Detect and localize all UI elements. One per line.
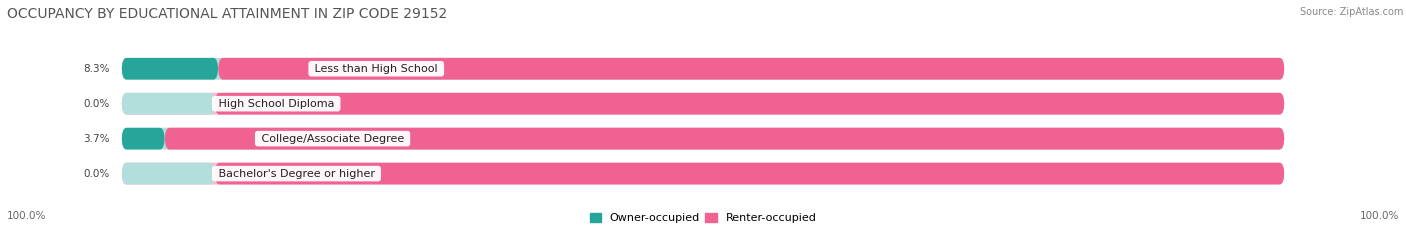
FancyBboxPatch shape bbox=[122, 128, 165, 150]
FancyBboxPatch shape bbox=[165, 128, 1284, 150]
Text: 100.0%: 100.0% bbox=[1296, 99, 1340, 109]
Text: OCCUPANCY BY EDUCATIONAL ATTAINMENT IN ZIP CODE 29152: OCCUPANCY BY EDUCATIONAL ATTAINMENT IN Z… bbox=[7, 7, 447, 21]
FancyBboxPatch shape bbox=[165, 128, 1284, 150]
FancyBboxPatch shape bbox=[122, 58, 1284, 80]
FancyBboxPatch shape bbox=[122, 163, 1284, 185]
Text: 96.3%: 96.3% bbox=[1296, 134, 1331, 144]
FancyBboxPatch shape bbox=[122, 163, 1284, 185]
FancyBboxPatch shape bbox=[122, 93, 1284, 114]
Text: High School Diploma: High School Diploma bbox=[215, 99, 337, 109]
Text: 100.0%: 100.0% bbox=[7, 211, 46, 221]
Text: 8.3%: 8.3% bbox=[83, 64, 110, 74]
Text: 100.0%: 100.0% bbox=[1296, 169, 1340, 178]
FancyBboxPatch shape bbox=[218, 58, 1284, 80]
Text: 3.7%: 3.7% bbox=[83, 134, 110, 144]
FancyBboxPatch shape bbox=[215, 93, 1284, 114]
Text: Bachelor's Degree or higher: Bachelor's Degree or higher bbox=[215, 169, 378, 178]
FancyBboxPatch shape bbox=[122, 93, 1284, 114]
Text: 0.0%: 0.0% bbox=[84, 99, 110, 109]
Text: 91.7%: 91.7% bbox=[1296, 64, 1333, 74]
FancyBboxPatch shape bbox=[122, 128, 1284, 150]
Text: College/Associate Degree: College/Associate Degree bbox=[257, 134, 408, 144]
Legend: Owner-occupied, Renter-occupied: Owner-occupied, Renter-occupied bbox=[585, 208, 821, 227]
Text: 0.0%: 0.0% bbox=[84, 169, 110, 178]
FancyBboxPatch shape bbox=[215, 163, 1284, 185]
Text: Less than High School: Less than High School bbox=[311, 64, 441, 74]
FancyBboxPatch shape bbox=[218, 58, 1284, 80]
FancyBboxPatch shape bbox=[122, 58, 1284, 80]
FancyBboxPatch shape bbox=[122, 128, 1284, 150]
FancyBboxPatch shape bbox=[122, 163, 215, 185]
FancyBboxPatch shape bbox=[122, 58, 218, 80]
Text: Source: ZipAtlas.com: Source: ZipAtlas.com bbox=[1299, 7, 1403, 17]
FancyBboxPatch shape bbox=[122, 93, 215, 114]
Text: 100.0%: 100.0% bbox=[1360, 211, 1399, 221]
